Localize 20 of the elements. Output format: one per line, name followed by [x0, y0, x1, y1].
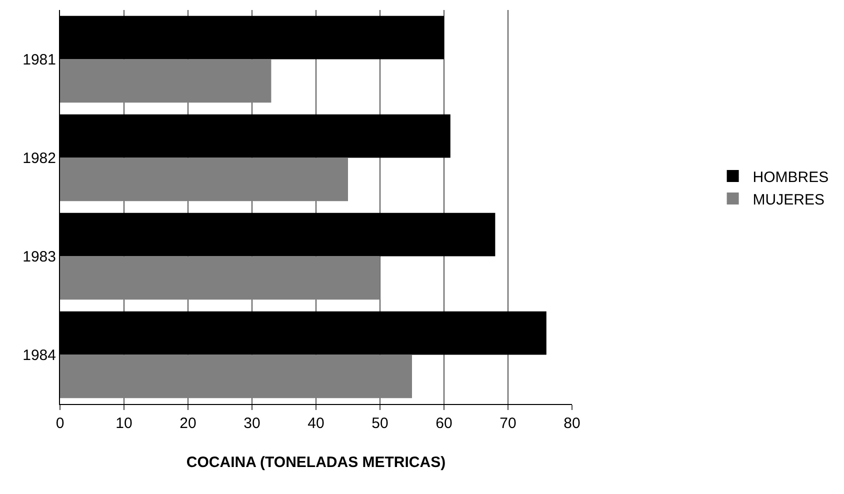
x-tick-label: 40 — [308, 415, 324, 432]
x-tick-label: 20 — [180, 415, 196, 432]
x-tick-label: 10 — [116, 415, 132, 432]
x-axis-title: COCAINA (TONELADAS METRICAS) — [186, 454, 446, 471]
x-tick-label: 50 — [372, 415, 388, 432]
y-tick-label: 1983 — [22, 248, 56, 266]
x-tick-label: 0 — [56, 415, 64, 432]
bar — [60, 59, 272, 103]
bar — [60, 256, 380, 300]
bar — [60, 354, 412, 398]
bar — [60, 158, 348, 202]
legend-label: HOMBRES — [752, 168, 829, 186]
y-tick-label: 1981 — [22, 52, 56, 68]
x-tick-label: 70 — [500, 415, 516, 432]
y-tick-label: 1982 — [22, 150, 56, 167]
x-tick-label: 60 — [436, 415, 452, 432]
x-tick-label: 30 — [244, 415, 260, 432]
y-tick-label: 1984 — [22, 347, 56, 364]
legend-label: MUJERES — [752, 191, 824, 208]
x-tick-label: 80 — [564, 415, 580, 432]
